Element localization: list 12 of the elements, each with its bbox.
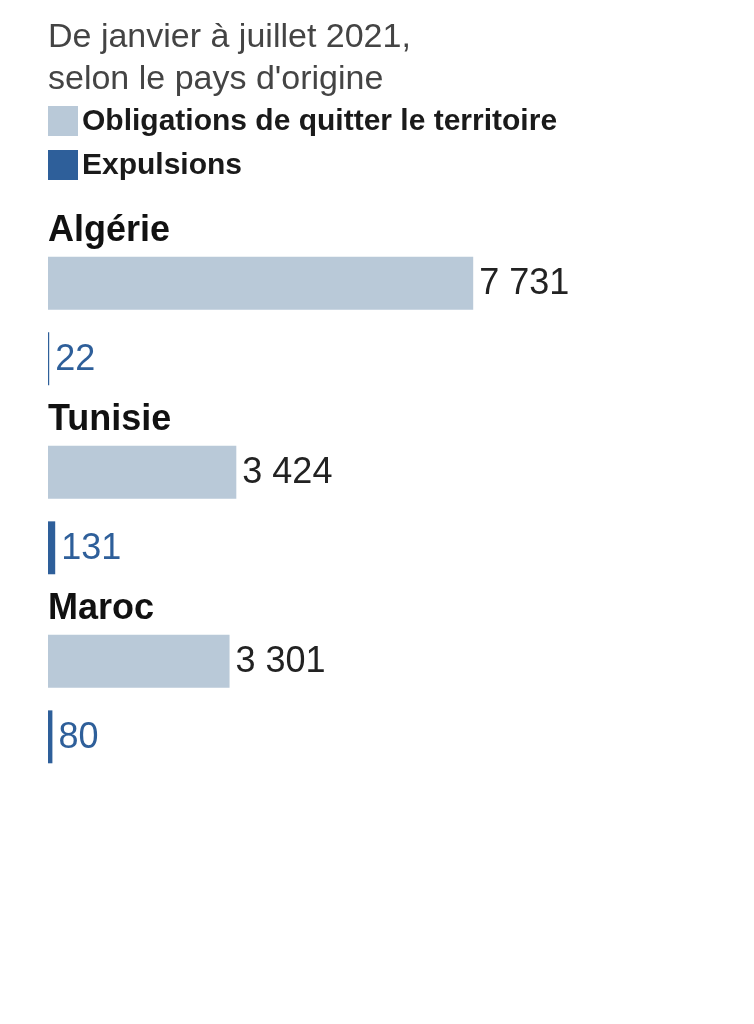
legend-label: Obligations de quitter le territoire	[82, 103, 558, 136]
data-label: 80	[58, 714, 99, 756]
data-label: 22	[55, 336, 96, 378]
legend-label: Expulsions	[82, 147, 243, 180]
chart-subtitle: De janvier à juillet 2021, selon le pays d'origine	[48, 16, 411, 96]
data-label: 3 301	[235, 639, 326, 681]
data-label: 131	[61, 525, 122, 567]
y-tick-label: Maroc	[48, 585, 155, 627]
data-label: 3 424	[242, 450, 333, 492]
data-label: 7 731	[479, 261, 570, 303]
y-tick-label: Tunisie	[48, 396, 172, 438]
y-tick-label: Algérie	[48, 207, 171, 249]
